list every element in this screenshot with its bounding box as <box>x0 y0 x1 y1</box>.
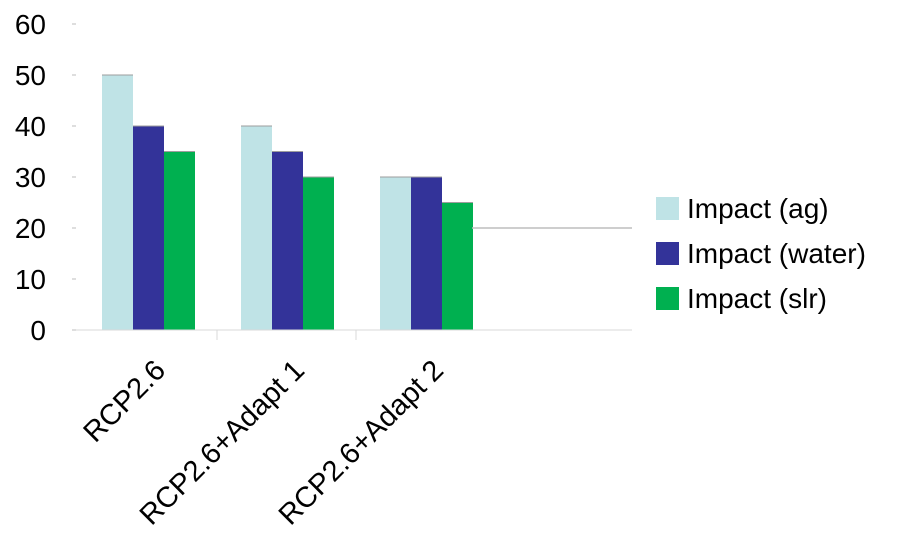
bar-2-1 <box>411 177 442 330</box>
y-axis: 0 10 20 30 40 50 60 <box>15 9 76 346</box>
bar-1-2 <box>303 177 334 330</box>
bar-1-1 <box>272 151 303 330</box>
legend-label: Impact (slr) <box>687 283 827 314</box>
y-tick-label: 60 <box>15 9 46 40</box>
y-tick-label: 50 <box>15 60 46 91</box>
bar-1-0 <box>241 126 272 330</box>
legend-swatch <box>656 287 679 310</box>
x-category-label: RCP2.6 <box>78 354 172 448</box>
legend-label: Impact (water) <box>687 238 866 269</box>
y-tick-label: 40 <box>15 111 46 142</box>
legend: Impact (ag) Impact (water) Impact (slr) <box>656 193 866 314</box>
y-tick-label: 20 <box>15 213 46 244</box>
y-tick-label: 0 <box>30 315 46 346</box>
legend-swatch <box>656 242 679 265</box>
bar-2-0 <box>380 177 411 330</box>
legend-label: Impact (ag) <box>687 193 829 224</box>
legend-swatch <box>656 197 679 220</box>
bars <box>102 74 632 330</box>
bar-0-2 <box>164 151 195 330</box>
y-tick-label: 10 <box>15 264 46 295</box>
bar-0-1 <box>133 126 164 330</box>
bar-2-2 <box>442 202 473 330</box>
y-tick-label: 30 <box>15 162 46 193</box>
bar-0-0 <box>102 75 133 330</box>
